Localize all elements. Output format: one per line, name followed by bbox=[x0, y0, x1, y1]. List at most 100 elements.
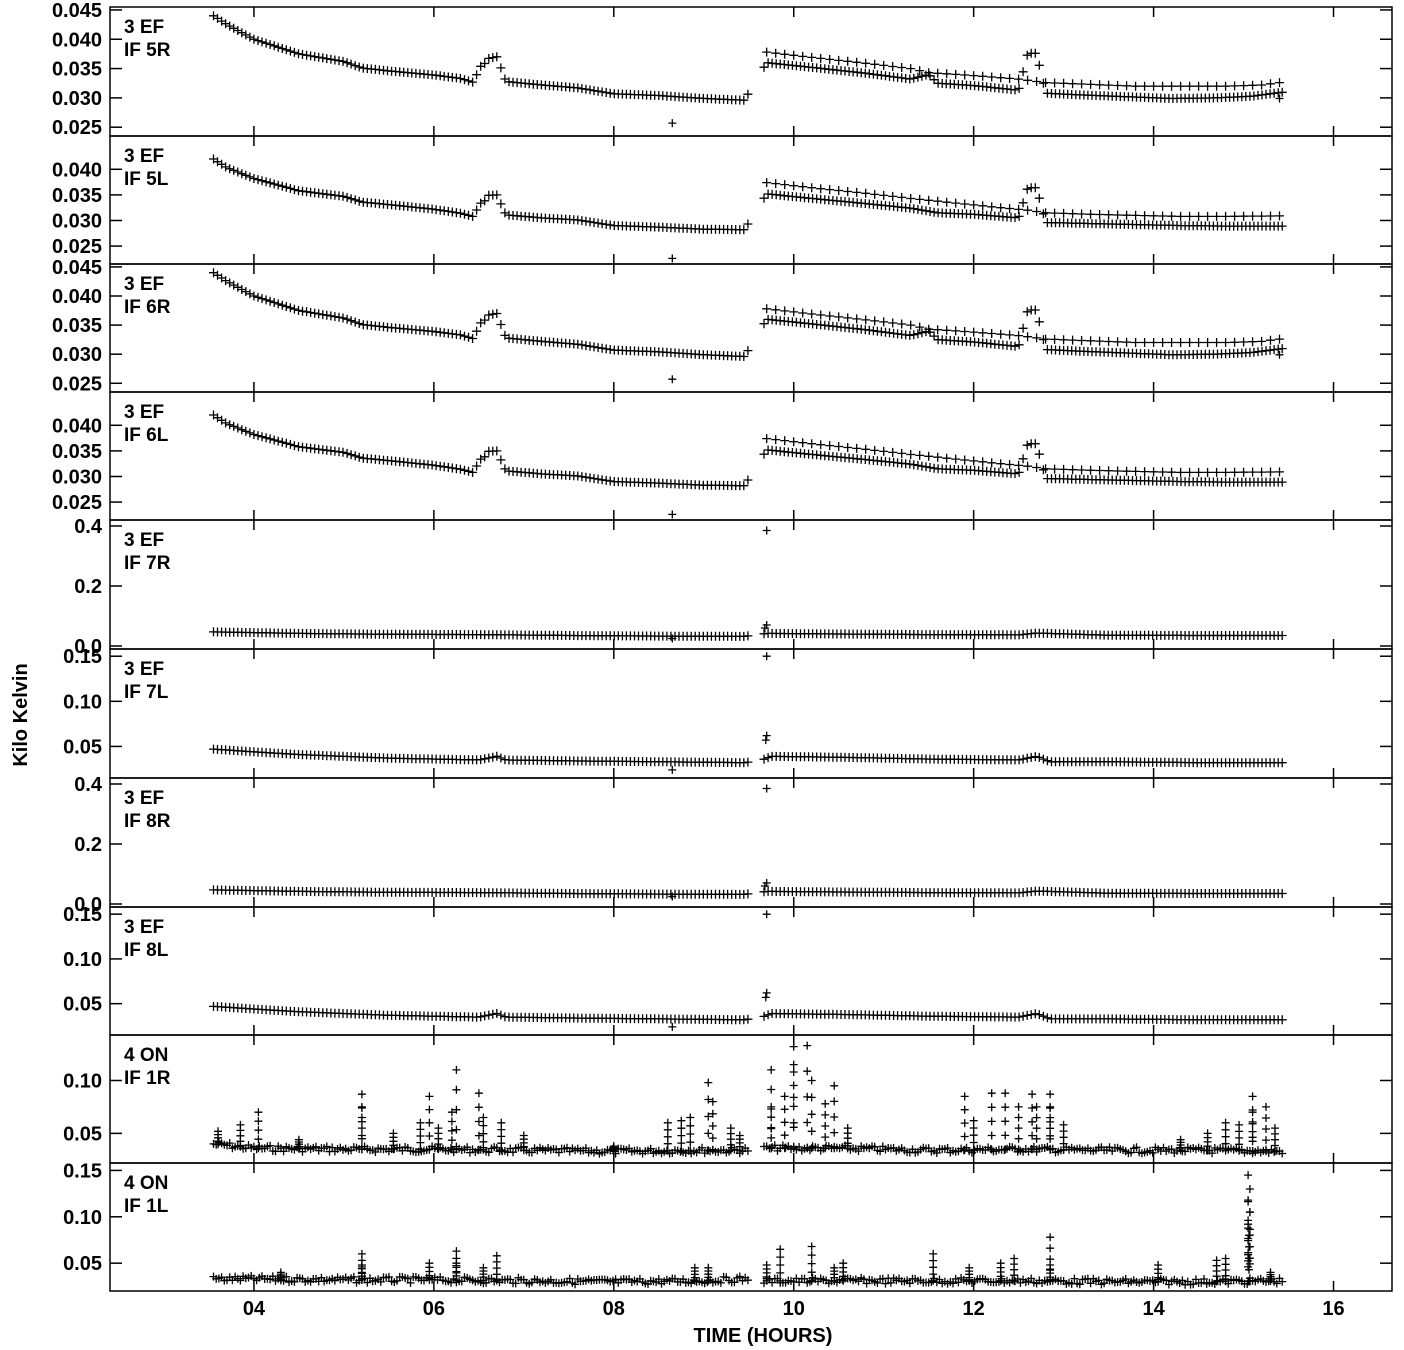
x-tick-label: 16 bbox=[1322, 1298, 1344, 1320]
data-point bbox=[1034, 60, 1044, 70]
data-point bbox=[825, 54, 835, 64]
data-point bbox=[241, 170, 251, 180]
data-point bbox=[1014, 83, 1024, 93]
data-point bbox=[834, 186, 844, 195]
data-point bbox=[476, 454, 486, 464]
spike-point bbox=[479, 1145, 488, 1154]
spike-point bbox=[1046, 1102, 1055, 1111]
y-tick-label: 0.2 bbox=[74, 834, 102, 856]
spike-point bbox=[1028, 1104, 1037, 1112]
data-point bbox=[996, 203, 1006, 213]
spike-point bbox=[1032, 1124, 1041, 1133]
outlier-point bbox=[762, 652, 771, 661]
spike-point bbox=[425, 1118, 434, 1127]
data-point bbox=[571, 1280, 580, 1289]
data-point bbox=[460, 331, 469, 341]
spike-point bbox=[789, 1123, 798, 1132]
y-tick-label: 0.05 bbox=[63, 1253, 102, 1275]
data-point bbox=[488, 1009, 498, 1019]
data-point bbox=[1077, 336, 1087, 345]
data-point bbox=[229, 165, 239, 175]
spike-point bbox=[1245, 1208, 1254, 1217]
data-point bbox=[987, 202, 997, 212]
spike-point bbox=[1032, 1145, 1041, 1154]
data-point bbox=[1010, 469, 1020, 479]
data-point bbox=[225, 21, 235, 31]
data-point bbox=[1086, 209, 1096, 219]
spike-point bbox=[789, 1102, 798, 1111]
data-point bbox=[326, 311, 336, 321]
data-point bbox=[909, 204, 919, 214]
data-point bbox=[492, 52, 502, 62]
data-point bbox=[261, 295, 271, 305]
data-point bbox=[1221, 338, 1231, 347]
data-point bbox=[1122, 210, 1132, 220]
spike-point bbox=[1046, 1261, 1055, 1269]
spike-point bbox=[1203, 1129, 1212, 1138]
data-point bbox=[1032, 77, 1042, 86]
spike-point bbox=[1221, 1254, 1230, 1263]
data-point bbox=[834, 442, 844, 451]
y-axis-title: Kilo Kelvin bbox=[10, 663, 32, 766]
data-point bbox=[294, 305, 303, 315]
data-point bbox=[527, 1148, 536, 1157]
data-point bbox=[338, 56, 348, 66]
data-point bbox=[472, 205, 482, 215]
data-point bbox=[257, 294, 267, 304]
data-point bbox=[1277, 477, 1287, 487]
data-point bbox=[265, 40, 275, 49]
data-point bbox=[237, 425, 247, 435]
data-point bbox=[843, 56, 853, 66]
data-point bbox=[233, 423, 243, 433]
spike-point bbox=[807, 1076, 816, 1085]
data-point bbox=[924, 68, 934, 78]
spike-point bbox=[780, 1144, 789, 1153]
spike-point bbox=[452, 1125, 461, 1134]
data-point bbox=[1122, 337, 1132, 347]
x-tick-label: 08 bbox=[603, 1298, 625, 1320]
spike-point bbox=[389, 1129, 398, 1138]
data-point bbox=[1185, 338, 1195, 347]
data-point bbox=[285, 303, 295, 313]
spike-point bbox=[254, 1126, 263, 1135]
data-point bbox=[253, 36, 263, 46]
data-point bbox=[281, 438, 291, 448]
spike-point bbox=[357, 1124, 366, 1133]
data-point bbox=[298, 50, 307, 59]
data-point bbox=[1272, 1279, 1281, 1288]
spike-point bbox=[1248, 1108, 1257, 1117]
spike-point bbox=[1262, 1136, 1270, 1145]
spike-point bbox=[1221, 1146, 1230, 1155]
y-tick-label: 0.040 bbox=[52, 286, 102, 308]
data-point bbox=[273, 299, 283, 309]
spike-point bbox=[1221, 1118, 1230, 1127]
x-axis-title: TIME (HOURS) bbox=[694, 1325, 833, 1347]
data-point bbox=[888, 62, 898, 71]
data-point bbox=[249, 430, 259, 439]
spike-point bbox=[663, 1139, 672, 1148]
y-tick-label: 0.035 bbox=[52, 185, 102, 207]
spike-point bbox=[434, 1124, 443, 1133]
data-point bbox=[854, 1147, 863, 1156]
data-point bbox=[969, 71, 979, 81]
data-point bbox=[354, 452, 364, 462]
data-point bbox=[807, 183, 817, 193]
spike-point bbox=[767, 1085, 776, 1094]
spike-point bbox=[1032, 1102, 1041, 1111]
data-point bbox=[915, 450, 925, 460]
data-point bbox=[1014, 755, 1024, 765]
data-point bbox=[484, 310, 494, 320]
spike-point bbox=[1046, 1113, 1055, 1122]
data-point bbox=[743, 631, 753, 641]
spike-point bbox=[1046, 1124, 1055, 1133]
data-point bbox=[306, 308, 316, 317]
data-point bbox=[859, 1275, 868, 1284]
data-point bbox=[825, 441, 835, 451]
data-point bbox=[1149, 211, 1159, 221]
data-point bbox=[472, 70, 482, 80]
data-point bbox=[1113, 466, 1123, 476]
spike-point bbox=[960, 1132, 969, 1141]
spike-point bbox=[452, 1259, 461, 1268]
spike-point bbox=[929, 1256, 938, 1265]
